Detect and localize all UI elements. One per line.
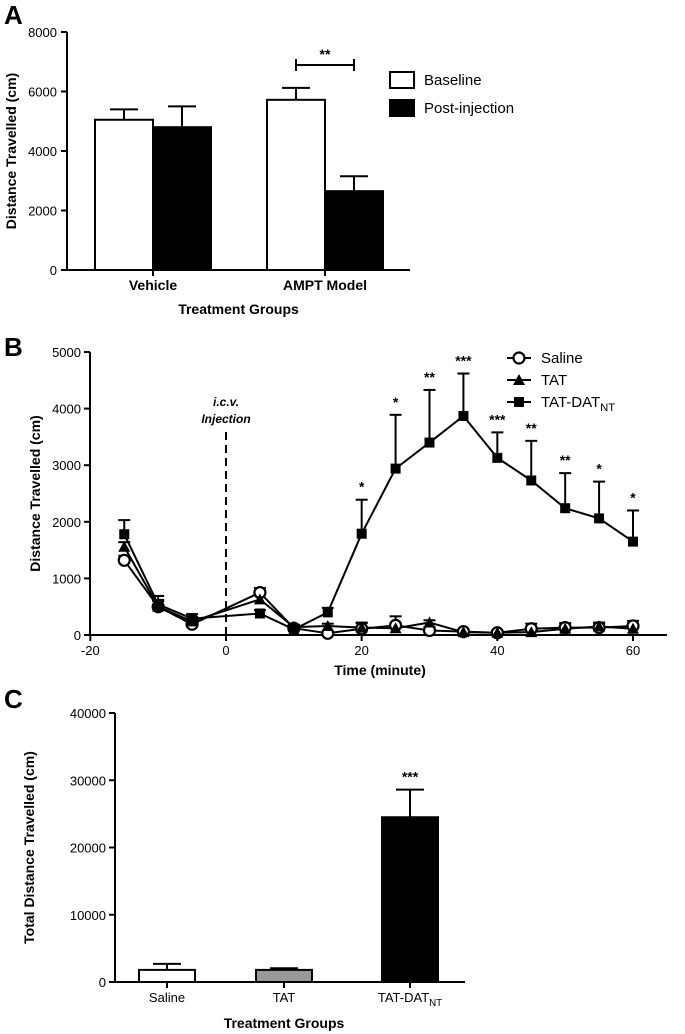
b-significance-label: * [359, 479, 365, 495]
panel-a-letter: A [4, 0, 23, 30]
b-legend-label: TAT-DATNT [541, 394, 615, 414]
b-point [187, 613, 198, 624]
b-annotation-line2: Injection [201, 412, 250, 426]
a-bar-post-injection [324, 190, 384, 272]
b-point [118, 540, 131, 552]
b-point [560, 503, 571, 514]
a-category-label: AMPT Model [283, 277, 367, 293]
c-bar [381, 816, 439, 983]
b-point [593, 620, 606, 632]
c-category-label: TAT-DATNT [378, 990, 442, 1009]
c-category-label: TAT [273, 990, 296, 1005]
c-bar [138, 968, 196, 984]
b-point [322, 607, 333, 618]
b-point [356, 528, 367, 539]
b-point [458, 410, 469, 421]
a-legend-swatch [389, 99, 415, 117]
panel-a: A 0 2000 4000 6000 8000 Distance Travelled (c… [3, 0, 514, 317]
b-legend-label: TAT [541, 372, 567, 389]
b-significance-label: *** [489, 411, 506, 427]
b-significance-label: ** [560, 452, 571, 468]
b-legend-marker [514, 397, 524, 407]
a-y-tick-label: 6000 [28, 85, 57, 100]
b-y-axis-title: Distance Travelled (cm) [27, 415, 43, 571]
b-legend-marker [512, 351, 526, 365]
b-y-tick-label: 5000 [52, 345, 81, 360]
b-y-tick-label: 1000 [52, 571, 81, 586]
a-significance-label: ** [320, 46, 331, 62]
b-point [628, 536, 638, 547]
b-point [594, 513, 605, 524]
a-category-label: Vehicle [129, 277, 177, 293]
b-point [119, 529, 130, 540]
b-series-line [123, 559, 634, 635]
b-y-tick-label: 4000 [52, 402, 81, 417]
b-series-line [123, 414, 634, 631]
b-point [423, 616, 436, 628]
a-y-tick-label: 8000 [28, 25, 57, 40]
a-legend-swatch [389, 71, 415, 89]
b-point [355, 621, 368, 633]
b-point [491, 626, 504, 638]
b-legend-marker [513, 374, 525, 385]
panel-b-letter: B [4, 332, 23, 362]
c-x-axis-title: Treatment Groups [224, 1015, 345, 1031]
c-y-axis-title: Total Distance Travelled (cm) [21, 751, 37, 944]
panel-c: C 0 10000 20000 30000 40000 Total Distance Tr… [4, 684, 465, 1031]
b-significance-label: * [393, 394, 399, 410]
a-x-axis-title: Treatment Groups [178, 301, 299, 317]
b-point [526, 475, 537, 486]
b-point [389, 622, 402, 634]
c-y-tick-label: 30000 [70, 773, 106, 788]
b-point [254, 608, 265, 619]
b-point [253, 593, 266, 605]
b-x-tick-label: -20 [81, 643, 100, 658]
b-point [492, 452, 503, 463]
a-y-tick-label: 0 [50, 263, 57, 278]
b-y-tick-label: 2000 [52, 515, 81, 530]
c-category-label: Saline [149, 990, 185, 1005]
b-x-tick-label: 20 [354, 643, 368, 658]
c-bar [255, 968, 313, 984]
b-point [321, 619, 334, 631]
panel-c-letter: C [4, 684, 23, 714]
b-x-tick-label: 60 [626, 643, 640, 658]
b-point [559, 622, 572, 634]
b-x-tick-label: 0 [222, 643, 229, 658]
b-point [288, 624, 299, 635]
b-significance-label: *** [455, 353, 472, 369]
b-annotation-line1: i.c.v. [213, 395, 239, 409]
b-point [525, 626, 538, 638]
b-legend-label: Saline [541, 350, 583, 367]
b-significance-label: * [630, 489, 636, 505]
c-significance-label: *** [402, 769, 419, 785]
b-y-tick-label: 0 [74, 628, 81, 643]
b-point [424, 437, 435, 448]
b-point [390, 463, 401, 474]
b-significance-label: ** [424, 369, 435, 385]
c-y-tick-label: 40000 [70, 706, 106, 721]
c-y-tick-label: 10000 [70, 908, 106, 923]
a-legend-label: Baseline [424, 72, 482, 89]
a-bar-baseline [94, 118, 154, 271]
b-point [117, 553, 131, 567]
a-y-tick-label: 4000 [28, 144, 57, 159]
b-y-tick-label: 3000 [52, 458, 81, 473]
b-significance-label: * [596, 461, 602, 477]
c-y-tick-label: 0 [99, 975, 106, 990]
a-y-axis-title: Distance Travelled (cm) [3, 73, 19, 229]
b-point [457, 626, 470, 638]
a-bar-baseline [266, 98, 326, 271]
b-x-axis-title: Time (minute) [334, 662, 426, 678]
b-point [153, 599, 164, 610]
b-x-tick-label: 40 [490, 643, 504, 658]
a-y-tick-label: 2000 [28, 204, 57, 219]
b-point [627, 622, 639, 634]
a-bar-post-injection [152, 126, 212, 271]
c-y-tick-label: 20000 [70, 841, 106, 856]
a-legend-label: Post-injection [424, 100, 514, 117]
b-significance-label: ** [526, 420, 537, 436]
